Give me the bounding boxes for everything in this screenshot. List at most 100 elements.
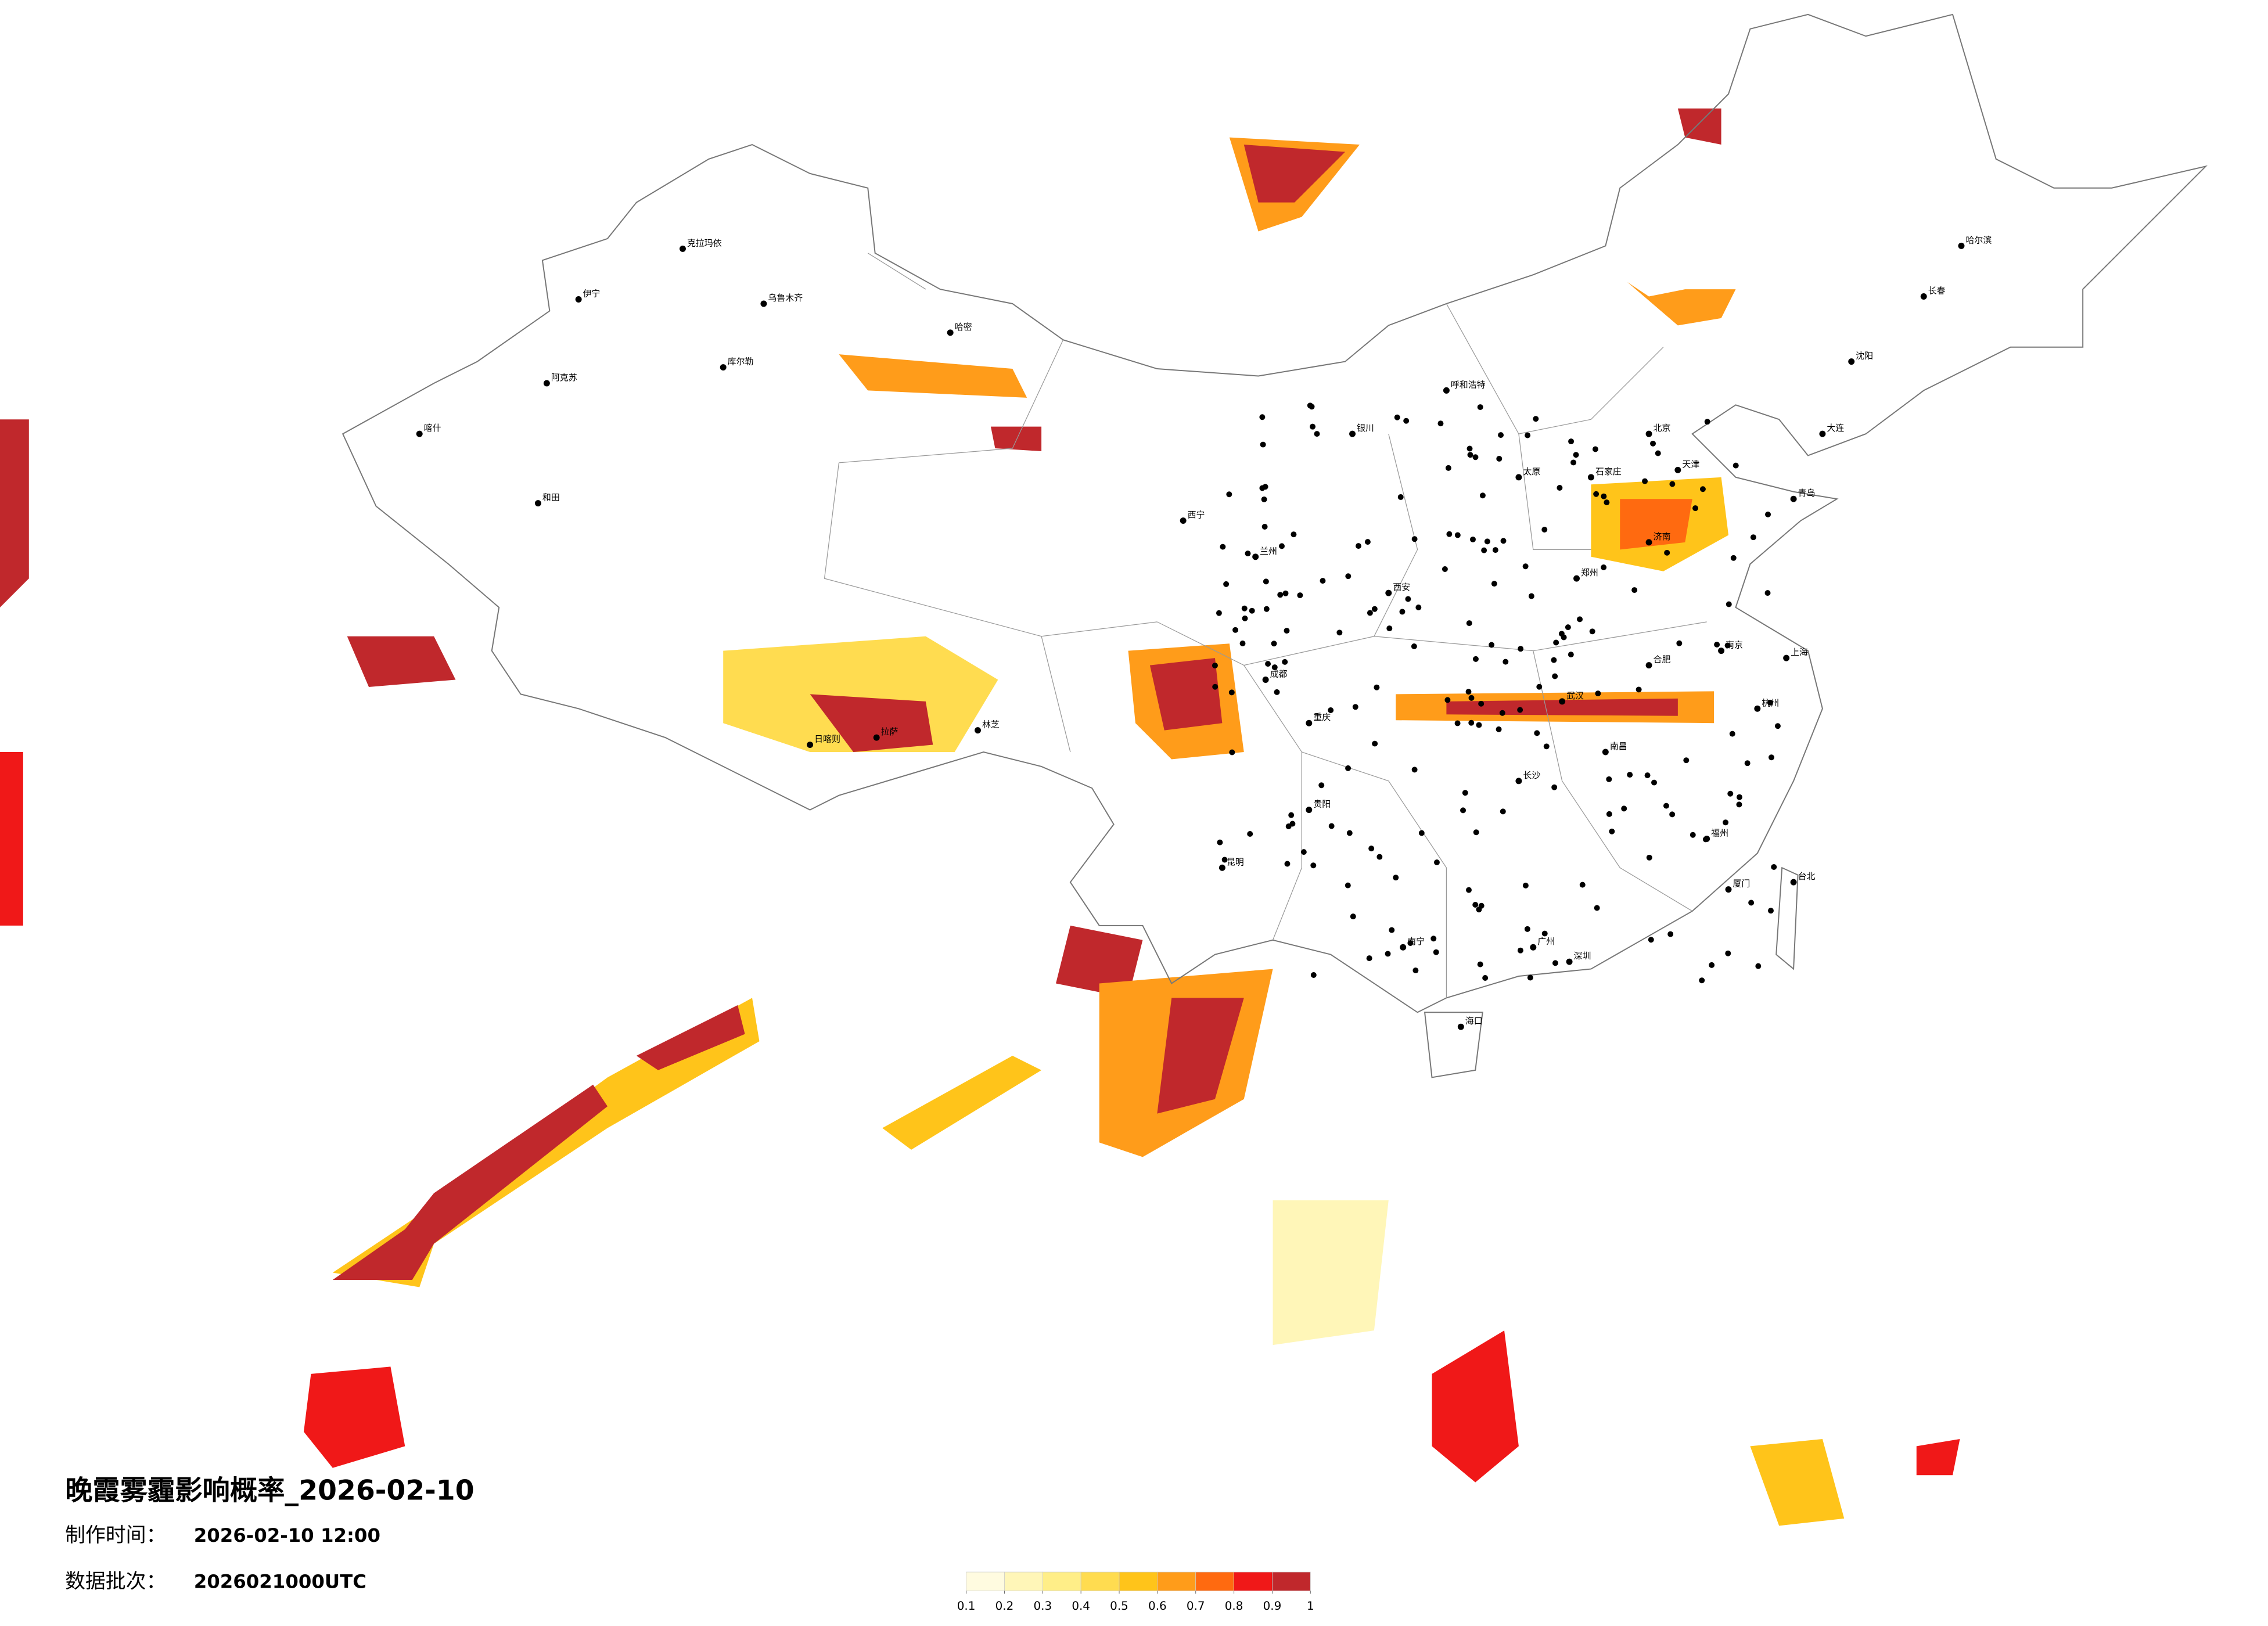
city-dot bbox=[1411, 536, 1418, 542]
city-label: 西宁 bbox=[1188, 510, 1205, 520]
city-dot bbox=[1530, 944, 1537, 951]
city-dot bbox=[1430, 936, 1437, 942]
city-dot bbox=[1648, 937, 1654, 943]
city-label: 长春 bbox=[1928, 286, 1946, 296]
city-label: 海口 bbox=[1465, 1016, 1483, 1026]
city-dot bbox=[1790, 495, 1797, 502]
city-dot bbox=[1216, 610, 1222, 616]
city-dot bbox=[1397, 494, 1404, 500]
city-dot bbox=[1533, 416, 1539, 422]
colorbar-box bbox=[1004, 1571, 1043, 1591]
city-dot bbox=[575, 296, 582, 303]
city-dot bbox=[1627, 772, 1633, 778]
city-dot bbox=[1476, 722, 1482, 728]
city-dot bbox=[1645, 539, 1652, 546]
city-dot bbox=[1478, 700, 1485, 707]
city-dot bbox=[1468, 720, 1475, 726]
fog-areas bbox=[0, 108, 1960, 1526]
city-label: 喀什 bbox=[424, 423, 441, 433]
city-dot bbox=[873, 734, 880, 741]
city-label: 郑州 bbox=[1581, 567, 1598, 578]
city-dot bbox=[1764, 590, 1771, 596]
city-dot bbox=[1702, 836, 1709, 843]
city-dot bbox=[1499, 710, 1505, 716]
city-dot bbox=[1642, 478, 1648, 484]
city-dot bbox=[1478, 902, 1485, 909]
city-dot bbox=[1699, 486, 1706, 492]
city-dot bbox=[1418, 830, 1425, 836]
city-dot bbox=[1242, 615, 1248, 621]
city-dot bbox=[1271, 664, 1278, 671]
city-dot bbox=[1310, 972, 1317, 979]
city-dot bbox=[1645, 430, 1652, 437]
city-dot bbox=[1411, 643, 1417, 649]
city-dot bbox=[1477, 961, 1483, 967]
city-dot bbox=[1819, 430, 1826, 437]
city-dot bbox=[1729, 731, 1735, 737]
city-dot bbox=[1284, 861, 1291, 867]
colorbar-tick-label: 0.9 bbox=[1263, 1599, 1282, 1613]
city-dot bbox=[1261, 524, 1268, 530]
city-dot bbox=[1245, 551, 1251, 557]
city-label: 天津 bbox=[1682, 459, 1699, 469]
city-dot bbox=[543, 380, 550, 387]
city-dot bbox=[1229, 749, 1235, 756]
city-dot bbox=[1260, 441, 1266, 448]
city-dot bbox=[1669, 811, 1676, 818]
city-dot bbox=[1467, 452, 1473, 458]
city-dot bbox=[1958, 242, 1965, 249]
city-dot bbox=[1518, 646, 1524, 652]
city-dot bbox=[1472, 454, 1479, 461]
city-label: 林芝 bbox=[982, 720, 1000, 730]
city-dot bbox=[1683, 757, 1690, 764]
city-dot bbox=[1345, 573, 1352, 580]
city-dot bbox=[1445, 465, 1451, 471]
city-label: 克拉玛依 bbox=[687, 238, 722, 248]
city-dot bbox=[1783, 654, 1790, 661]
made-label: 制作时间： bbox=[65, 1524, 166, 1547]
city-dot bbox=[1587, 474, 1594, 481]
city-dot bbox=[1704, 419, 1710, 425]
city-label: 重庆 bbox=[1313, 712, 1331, 722]
city-dot bbox=[1663, 803, 1669, 809]
city-dot bbox=[1551, 657, 1557, 663]
city-dot bbox=[1557, 485, 1563, 491]
fog-area bbox=[1677, 108, 1721, 145]
city-dot bbox=[1736, 801, 1742, 808]
city-dot bbox=[1371, 606, 1378, 612]
city-dot bbox=[1350, 913, 1356, 920]
city-dot bbox=[807, 742, 814, 749]
fog-area bbox=[882, 1055, 1042, 1150]
city-dot bbox=[1754, 705, 1761, 712]
city-dot bbox=[1247, 830, 1253, 837]
city-dot bbox=[1573, 452, 1579, 458]
city-dot bbox=[1651, 779, 1658, 786]
city-dot bbox=[1920, 293, 1927, 300]
colorbar-tick-label: 0.2 bbox=[995, 1599, 1014, 1613]
city-dot bbox=[1492, 547, 1498, 553]
city-dot bbox=[720, 364, 727, 371]
city-dot bbox=[1466, 887, 1472, 893]
city-dot bbox=[1446, 531, 1453, 537]
colorbar-box bbox=[1157, 1571, 1196, 1591]
city-dot bbox=[1457, 1023, 1464, 1030]
province-lines bbox=[824, 253, 1707, 998]
city-dot bbox=[1220, 544, 1226, 550]
city-dot bbox=[1524, 926, 1530, 932]
city-dot bbox=[1565, 624, 1571, 631]
city-dot bbox=[1467, 445, 1473, 452]
city-label: 库尔勒 bbox=[728, 357, 754, 367]
city-dot bbox=[1277, 592, 1284, 598]
city-dot bbox=[1558, 631, 1565, 637]
city-dot bbox=[1314, 431, 1320, 437]
city-dot bbox=[1374, 684, 1380, 690]
city-dot bbox=[1755, 963, 1762, 969]
fog-area bbox=[0, 752, 23, 926]
fog-area bbox=[1149, 658, 1223, 731]
fog-area bbox=[303, 1366, 405, 1468]
city-label: 南昌 bbox=[1610, 741, 1627, 751]
city-dot bbox=[1228, 689, 1235, 696]
city-dot bbox=[1412, 967, 1419, 974]
fog-area bbox=[0, 419, 29, 607]
